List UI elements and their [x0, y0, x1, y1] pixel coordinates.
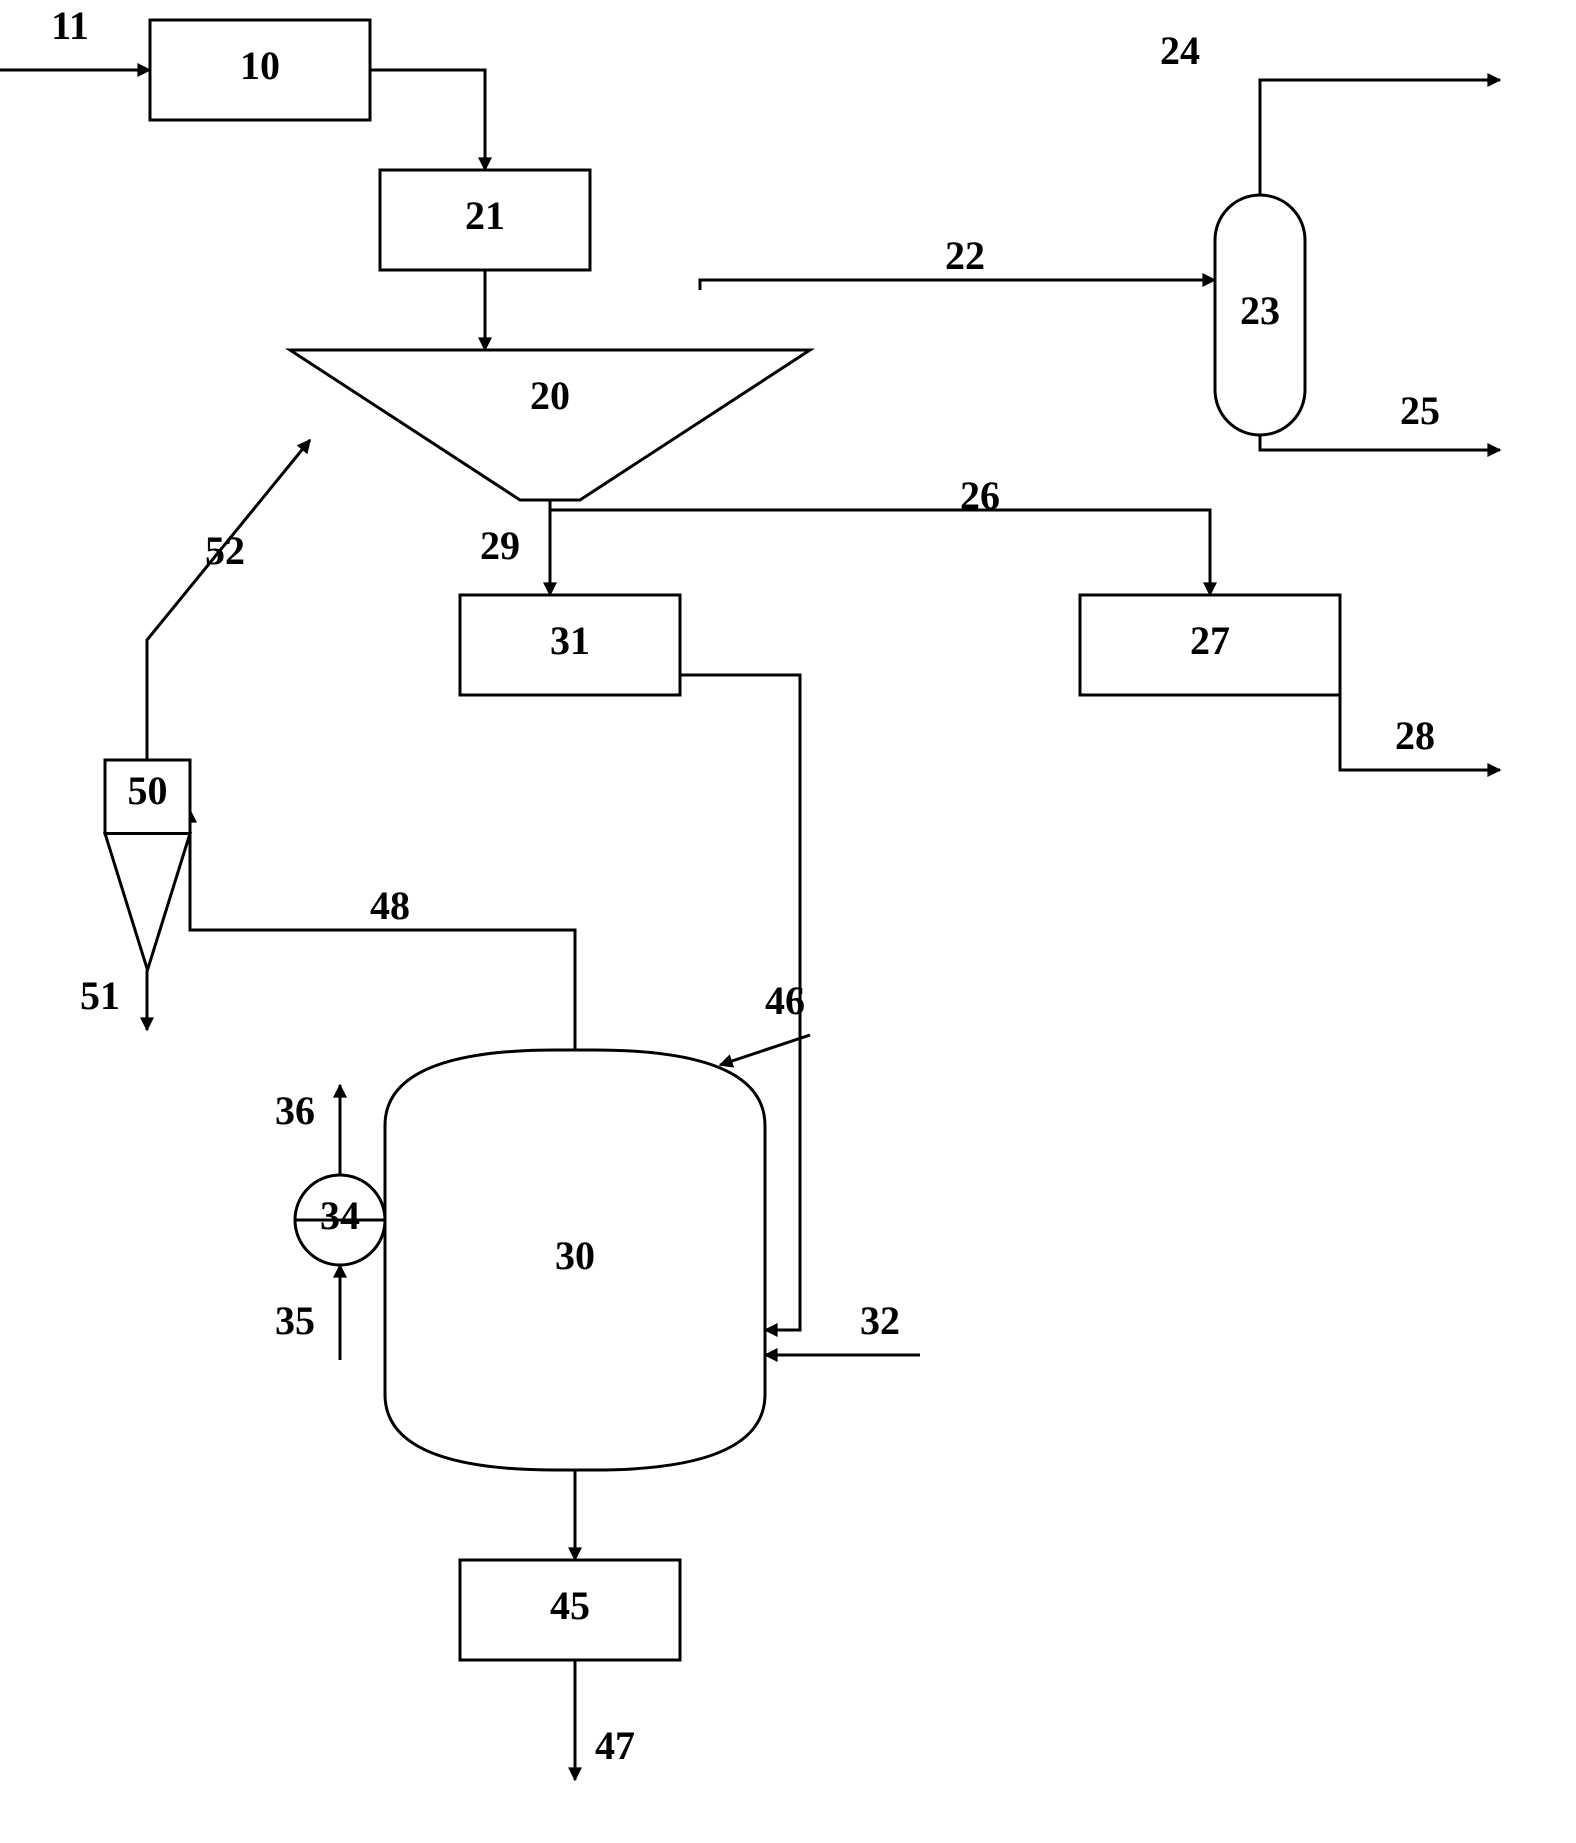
node-label-21: 21: [465, 193, 505, 238]
stream-label-22: 22: [945, 233, 985, 278]
edge-e48: [190, 810, 575, 1050]
node-label-10: 10: [240, 43, 280, 88]
stream-label-24: 24: [1160, 28, 1200, 73]
edge-e52: [147, 440, 310, 760]
stream-label-46: 46: [765, 978, 805, 1023]
stream-label-32: 32: [860, 1298, 900, 1343]
node-label-50: 50: [128, 768, 168, 813]
stream-label-48: 48: [370, 883, 410, 928]
stream-label-26: 26: [960, 473, 1000, 518]
stream-label-11: 11: [51, 3, 89, 48]
edge-e10-21: [370, 70, 485, 170]
edge-e46: [720, 1035, 810, 1065]
node-label-27: 27: [1190, 618, 1230, 663]
node-label-30: 30: [555, 1233, 595, 1278]
node-label-45: 45: [550, 1583, 590, 1628]
stream-label-28: 28: [1395, 713, 1435, 758]
node-50-cone: [105, 834, 190, 971]
stream-label-25: 25: [1400, 388, 1440, 433]
edge-e23-25: [1260, 435, 1500, 450]
node-label-34: 34: [320, 1193, 360, 1238]
edge-e20-23: [700, 280, 1215, 290]
stream-label-29: 29: [480, 523, 520, 568]
node-label-23: 23: [1240, 288, 1280, 333]
edge-e20-27: [550, 510, 1210, 595]
edge-e23-24: [1260, 80, 1500, 195]
node-label-20: 20: [530, 373, 570, 418]
stream-label-51: 51: [80, 973, 120, 1018]
stream-label-47: 47: [595, 1723, 635, 1768]
node-label-31: 31: [550, 618, 590, 663]
stream-label-35: 35: [275, 1298, 315, 1343]
stream-label-52: 52: [205, 528, 245, 573]
stream-label-36: 36: [275, 1088, 315, 1133]
